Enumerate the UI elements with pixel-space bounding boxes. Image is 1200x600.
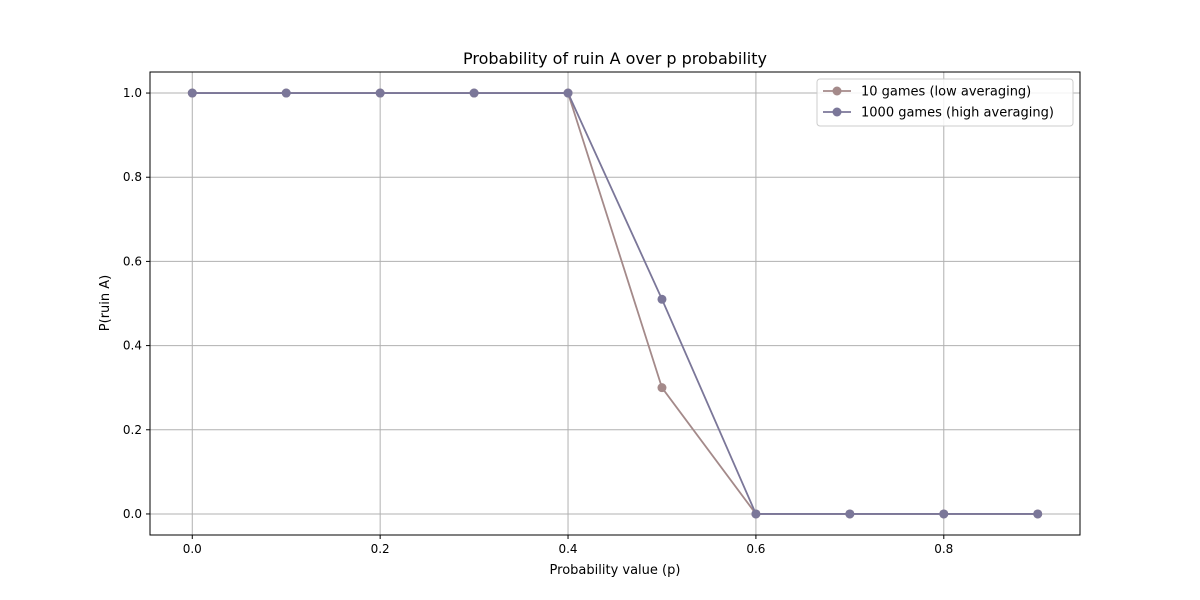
series-2-point: [469, 88, 479, 98]
series-2-point: [281, 88, 291, 98]
y-tick-label: 1.0: [123, 86, 142, 100]
series-2-point: [751, 509, 761, 519]
series-2: [187, 88, 1043, 519]
series-2-point: [845, 509, 855, 519]
x-tick-label: 0.0: [183, 542, 202, 556]
y-tick-label: 0.6: [123, 254, 142, 268]
series-2-point: [657, 294, 667, 304]
chart-title: Probability of ruin A over p probability: [463, 49, 767, 68]
ticks: 0.0 0.2 0.4 0.6 0.8 0.0 0.2 0.4 0.6 0.8 1.0: [123, 86, 953, 556]
x-tick-label: 0.4: [558, 542, 577, 556]
x-tick-label: 0.6: [746, 542, 765, 556]
legend-marker: [832, 86, 842, 96]
legend-marker: [832, 107, 842, 117]
series-layer: [187, 88, 1043, 519]
series-2-point: [1033, 509, 1043, 519]
series-2-point: [375, 88, 385, 98]
legend-box: [816, 78, 1074, 127]
legend-entry: 10 games (low averaging): [861, 85, 1031, 100]
y-tick-label: 0.4: [123, 339, 142, 353]
series-1-point: [657, 383, 667, 393]
y-tick-label: 0.8: [123, 170, 142, 184]
x-axis-label: Probability value (p): [550, 563, 681, 578]
legend: 10 games (low averaging) 1000 games (high…: [816, 78, 1074, 127]
series-2-point: [563, 88, 573, 98]
legend-entry: 1000 games (high averaging): [861, 106, 1054, 121]
series-2-point: [939, 509, 949, 519]
series-2-line: [192, 92, 1038, 515]
plot-frame: [149, 71, 1081, 536]
series-2-point: [187, 88, 197, 98]
y-axis-label: P(ruin A): [98, 275, 113, 331]
y-tick-label: 0.0: [123, 507, 142, 521]
x-tick-label: 0.2: [371, 542, 390, 556]
y-tick-label: 0.2: [123, 423, 142, 437]
x-tick-label: 0.8: [934, 542, 953, 556]
